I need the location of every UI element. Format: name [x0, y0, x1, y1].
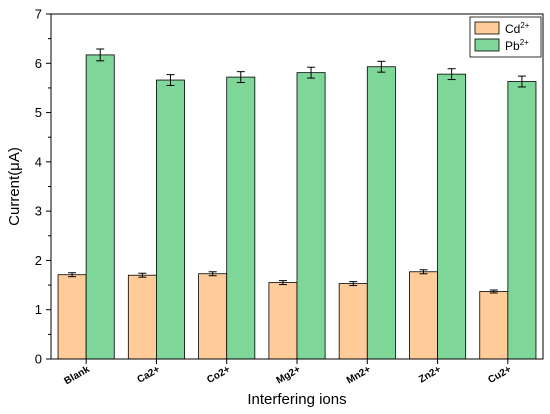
bars-layer	[57, 54, 537, 360]
x-tick-label: Cu2+	[486, 364, 513, 386]
bar-cd	[198, 273, 228, 360]
y-axis: 0 1 2 3 4 5 6 7	[35, 7, 51, 367]
y-tick-label: 7	[35, 7, 42, 22]
bar-pb	[296, 72, 326, 360]
bar-cd	[268, 282, 298, 360]
y-tick-label: 2	[35, 253, 42, 268]
y-tick-label: 3	[35, 204, 42, 219]
x-tick-label: Co2+	[205, 364, 232, 386]
bar-cd	[479, 291, 509, 360]
x-tick-label: Ca2+	[135, 364, 162, 386]
bar-cd	[409, 271, 438, 360]
error-bars-layer	[68, 48, 526, 294]
y-tick-label: 5	[35, 105, 42, 120]
legend-swatch	[474, 38, 500, 52]
bar-pb	[437, 73, 467, 360]
x-axis: Blank Ca2+ Co2+ Mg2+ Mn2+ Zn2+ Cu2+	[63, 359, 513, 387]
y-tick-label: 1	[35, 302, 42, 317]
bar-pb	[226, 76, 256, 360]
bar-cd	[57, 274, 87, 360]
bar-cd	[127, 274, 157, 360]
x-tick-label: Blank	[63, 364, 92, 387]
y-axis-label: Current(μA)	[6, 147, 23, 226]
legend-swatch	[474, 21, 500, 35]
legend-label-superscript: 2+	[520, 21, 529, 30]
y-tick-label: 4	[35, 154, 42, 169]
legend: Cd2+Pb2+	[469, 16, 542, 58]
x-axis-label: Interfering ions	[247, 391, 346, 408]
x-tick-label: Mn2+	[345, 364, 373, 387]
legend-label-superscript: 2+	[520, 38, 529, 47]
y-tick-label: 6	[35, 56, 42, 71]
x-tick-label: Zn2+	[417, 364, 443, 385]
bar-cd	[338, 283, 368, 360]
x-tick-label: Mg2+	[275, 364, 303, 387]
bar-pb	[156, 79, 185, 360]
y-tick-label: 0	[35, 352, 42, 367]
bar-pb	[85, 54, 115, 360]
bar-pb	[507, 81, 537, 360]
bar-pb	[366, 66, 396, 360]
